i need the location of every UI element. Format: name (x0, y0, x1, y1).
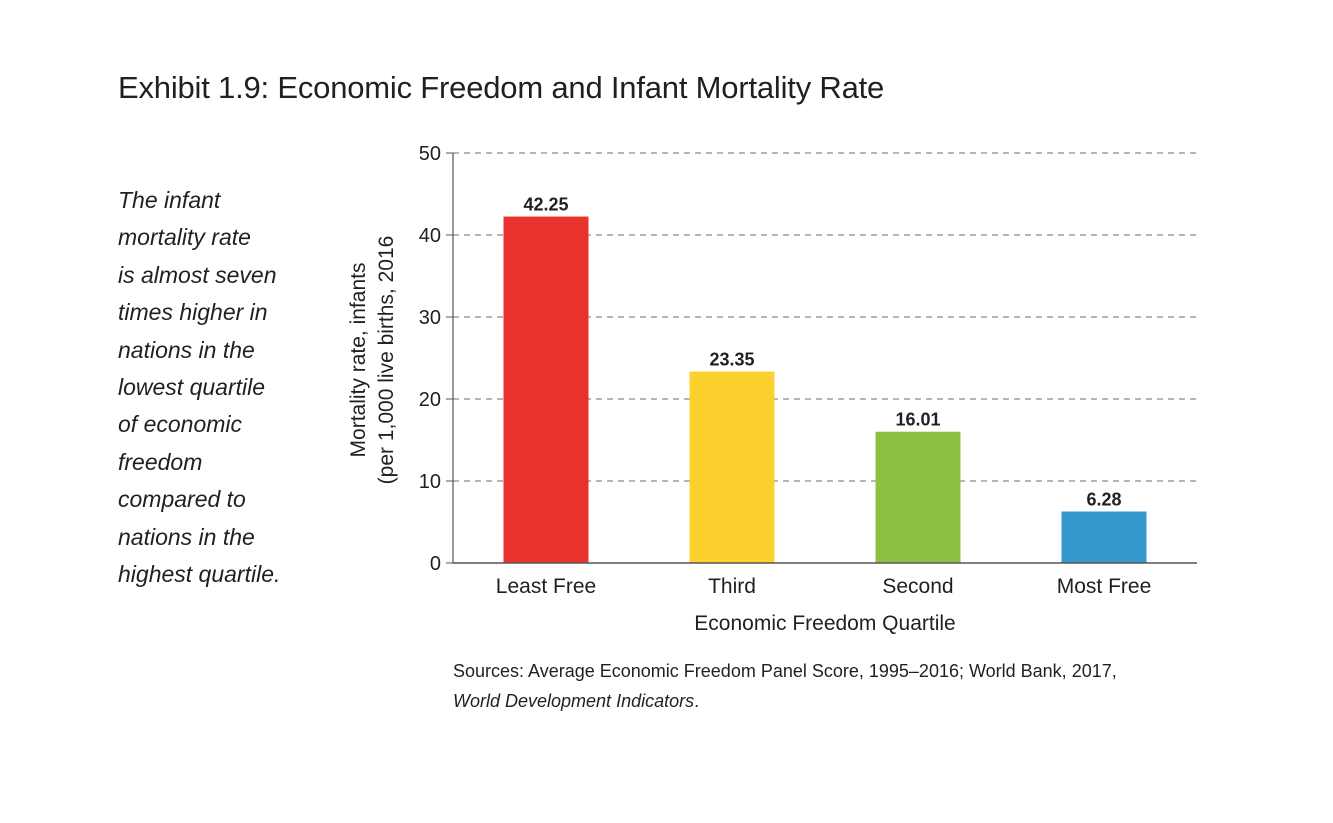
data-label: 42.25 (523, 195, 568, 215)
x-tick-label: Third (708, 575, 756, 598)
sources-period: . (694, 691, 700, 711)
x-axis-title: Economic Freedom Quartile (694, 612, 955, 635)
data-label: 23.35 (709, 350, 754, 370)
y-tick-label: 0 (430, 553, 441, 575)
callout-line: mortality rate (118, 224, 251, 251)
sources-publication: World Development Indicators (453, 691, 695, 711)
callout-line: is almost seven (118, 261, 277, 288)
bar (689, 371, 775, 563)
x-tick-label: Most Free (1057, 575, 1152, 598)
data-label: 16.01 (895, 410, 940, 430)
data-label: 6.28 (1086, 490, 1121, 510)
y-tick-label: 10 (419, 471, 441, 493)
chart-title: Exhibit 1.9: Economic Freedom and Infant… (118, 70, 885, 105)
x-tick-label: Second (882, 575, 953, 598)
y-tick-label: 50 (419, 143, 441, 165)
y-axis-title-line: Mortality rate, infants (347, 263, 370, 458)
callout-line: highest quartile. (118, 561, 281, 588)
callout-line: nations in the (118, 523, 255, 550)
callout-line: nations in the (118, 336, 255, 363)
sources-line-1: Sources: Average Economic Freedom Panel … (453, 661, 1117, 681)
sidebar-callout: The infant mortality rate is almost seve… (118, 182, 318, 593)
x-tick-label: Least Free (496, 575, 596, 598)
callout-line: The infant (118, 187, 221, 213)
y-axis-title-line: (per 1,000 live births, 2016 (375, 236, 398, 485)
bar (1061, 511, 1147, 563)
bar (875, 431, 961, 563)
y-tick-label: 20 (419, 389, 441, 411)
y-tick-label: 30 (419, 307, 441, 329)
callout-line: freedom (118, 448, 203, 475)
callout-line: times higher in (118, 299, 268, 326)
callout-line: lowest quartile (118, 374, 266, 401)
bar (503, 216, 589, 564)
callout-line: of economic (118, 411, 243, 438)
y-tick-label: 40 (419, 225, 441, 247)
sources-note: Sources: Average Economic Freedom Panel … (453, 656, 1117, 716)
sources-line-2: World Development Indicators. (453, 686, 1117, 716)
callout-line: compared to (118, 486, 246, 513)
